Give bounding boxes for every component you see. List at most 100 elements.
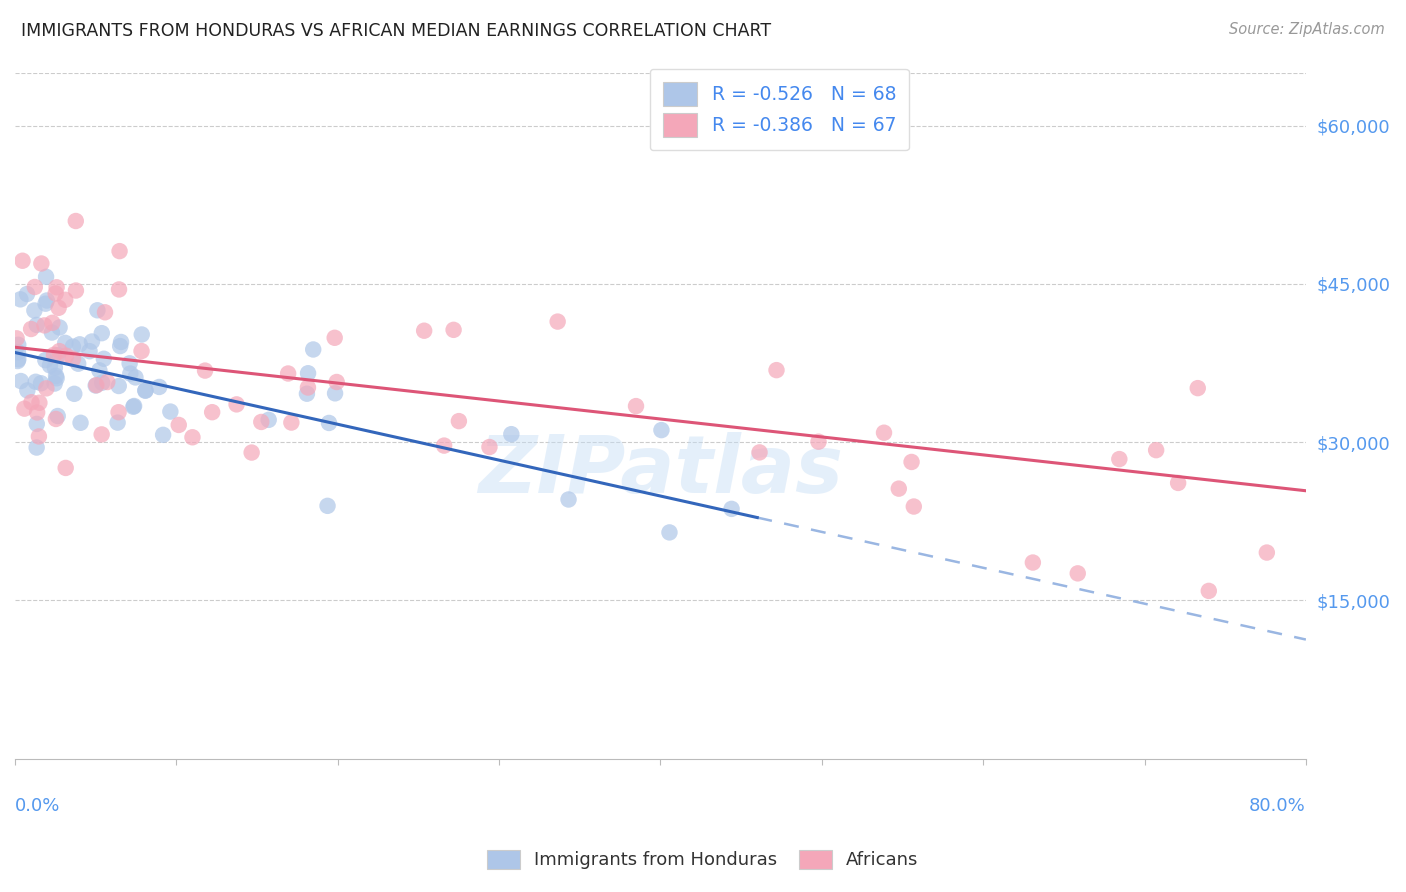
Text: ZIPatlas: ZIPatlas (478, 432, 844, 509)
Point (15, 384, 38, 398)
Point (28, 429, 51, 443)
Point (80, 334, 103, 349)
Point (107, 379, 129, 393)
Point (44, 376, 66, 391)
Point (557, 492, 579, 507)
Point (201, 405, 224, 419)
Point (280, 416, 302, 430)
Point (24, 375, 46, 389)
Point (69, 337, 91, 351)
Point (7, 345, 30, 359)
Point (447, 414, 470, 428)
Point (118, 356, 141, 370)
Point (277, 367, 299, 381)
Point (159, 404, 181, 418)
Point (152, 427, 174, 442)
Point (25, 318, 48, 332)
Point (22, 303, 45, 318)
Point (131, 327, 153, 342)
Point (62, 340, 84, 354)
Point (8, 293, 31, 307)
Point (79, 344, 101, 359)
Point (41, 326, 63, 340)
Point (443, 323, 465, 337)
Point (86, 303, 108, 318)
Point (325, 375, 347, 389)
Point (93, 351, 115, 366)
Point (1022, 556, 1045, 570)
Point (903, 500, 925, 514)
Point (63, 387, 86, 401)
Point (1108, 452, 1130, 467)
Point (13, 401, 35, 416)
Point (25, 405, 48, 419)
Point (65, 214, 87, 228)
Point (41, 316, 63, 330)
Point (25, 417, 48, 431)
Point (720, 501, 742, 516)
Point (62, 351, 84, 366)
Point (65, 284, 87, 298)
Point (46, 348, 69, 362)
Text: Source: ZipAtlas.com: Source: ZipAtlas.com (1229, 22, 1385, 37)
Point (35, 381, 58, 395)
Point (107, 405, 129, 419)
Point (30, 376, 52, 391)
Point (478, 440, 501, 454)
Point (658, 525, 681, 540)
Point (108, 339, 131, 353)
Point (7, 352, 30, 367)
Point (34, 318, 56, 333)
Point (7, 354, 30, 368)
Point (297, 380, 319, 394)
Point (11, 253, 34, 268)
Point (318, 416, 340, 430)
Point (887, 482, 910, 496)
Point (257, 413, 280, 427)
Point (84, 378, 107, 392)
Point (67, 357, 90, 371)
Point (413, 324, 436, 338)
Point (45, 280, 67, 294)
Point (1067, 566, 1090, 581)
Point (323, 386, 346, 401)
Point (225, 397, 247, 411)
Point (316, 499, 339, 513)
Point (94, 305, 117, 319)
Point (45, 412, 67, 426)
Point (167, 417, 190, 432)
Text: 0.0%: 0.0% (15, 797, 60, 814)
Point (1198, 583, 1220, 598)
Point (28, 396, 51, 410)
Point (240, 445, 263, 459)
Point (1256, 545, 1278, 559)
Point (7, 338, 30, 352)
Point (45, 371, 67, 385)
Point (1144, 443, 1167, 458)
Point (90, 427, 112, 442)
Point (108, 244, 131, 259)
Point (35, 269, 58, 284)
Point (131, 344, 153, 359)
Point (108, 282, 131, 296)
Text: IMMIGRANTS FROM HONDURAS VS AFRICAN MEDIAN EARNINGS CORRELATION CHART: IMMIGRANTS FROM HONDURAS VS AFRICAN MEDI… (21, 22, 772, 40)
Point (765, 363, 787, 377)
Point (55, 461, 77, 475)
Point (48, 320, 70, 334)
Point (44, 360, 66, 375)
Point (34, 296, 56, 310)
Point (1167, 475, 1189, 490)
Point (24, 280, 46, 294)
Point (323, 331, 346, 345)
Point (91, 376, 114, 390)
Point (650, 423, 672, 437)
Point (547, 315, 569, 329)
Point (53, 293, 76, 307)
Point (30, 256, 52, 270)
Point (433, 439, 456, 453)
Point (69, 416, 91, 430)
Point (134, 384, 156, 398)
Point (148, 380, 170, 394)
Point (120, 367, 142, 381)
Point (34, 353, 56, 368)
